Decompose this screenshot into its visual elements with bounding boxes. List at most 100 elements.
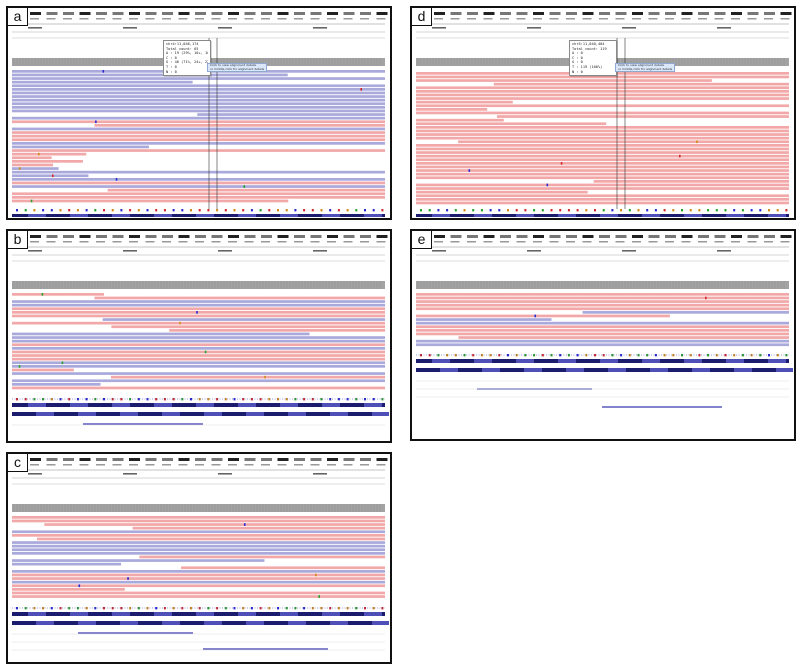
- mismatch-base: [78, 584, 81, 588]
- read: [12, 584, 385, 588]
- gene-exon: [432, 359, 450, 363]
- read: [110, 375, 385, 379]
- read: [12, 343, 385, 347]
- read: [416, 343, 789, 347]
- track-gene-name: [228, 18, 237, 20]
- gene-exon: [78, 621, 96, 625]
- track-gene-name: [566, 18, 575, 20]
- read: [36, 537, 385, 541]
- sequence-base: [741, 354, 744, 357]
- sequence-base: [24, 209, 27, 212]
- sequence-base: [277, 209, 279, 212]
- track-gene-name: [343, 241, 353, 243]
- gene-feature: [12, 412, 385, 416]
- track-gene-name: [450, 241, 460, 243]
- gene-exon: [364, 403, 382, 407]
- sequence-base: [50, 209, 53, 212]
- sequence-base: [646, 354, 649, 357]
- track-gene-block: [500, 12, 511, 15]
- read: [416, 158, 789, 162]
- track-gene-block: [343, 458, 355, 461]
- mismatch-base: [127, 577, 129, 580]
- read: [416, 151, 789, 154]
- track-gene-name: [483, 241, 493, 243]
- track-gene-name: [277, 241, 287, 243]
- track-gene-block: [310, 235, 322, 238]
- track-gene-block: [112, 235, 124, 238]
- read: [12, 109, 385, 113]
- track-gene-block: [698, 12, 709, 15]
- read: [12, 174, 89, 178]
- read: [12, 178, 385, 181]
- read: [416, 318, 552, 321]
- read: [12, 95, 385, 98]
- track-gene-block: [467, 12, 478, 15]
- gene-exon: [566, 368, 584, 372]
- read: [416, 187, 789, 190]
- ruler-tick-label: [527, 27, 541, 29]
- sequence-base: [768, 209, 770, 212]
- gene-exon: [28, 612, 46, 616]
- track-gene-name: [30, 241, 39, 243]
- track-gene-name: [533, 18, 542, 20]
- mismatch-base: [705, 296, 707, 300]
- track-gene-block: [162, 235, 173, 238]
- track-gene-block: [96, 12, 107, 15]
- ruler-tick-label: [432, 250, 446, 252]
- sequence-base: [285, 398, 288, 401]
- track-gene-block: [714, 235, 726, 238]
- gene-exon: [558, 359, 576, 363]
- sequence-base: [103, 607, 105, 610]
- track-gene-block: [665, 235, 676, 238]
- sequence-base: [268, 209, 271, 212]
- read: [12, 534, 385, 537]
- track-gene-block: [294, 458, 305, 461]
- track-gene-name: [195, 18, 204, 20]
- mismatch-base: [115, 178, 118, 181]
- read: [416, 194, 789, 198]
- gene-exon: [36, 621, 54, 625]
- gene-exon: [482, 368, 500, 372]
- track-gene-block: [599, 12, 610, 15]
- track-gene-name: [244, 464, 254, 466]
- gene-exon: [642, 214, 660, 217]
- read: [12, 170, 385, 174]
- sequence-base: [76, 209, 79, 212]
- track-gene-name: [228, 241, 237, 243]
- gene-exon: [154, 214, 172, 217]
- track-gene-name: [731, 18, 740, 20]
- track-gene-name: [310, 18, 320, 20]
- tip-line: Click to view alignment details: [210, 63, 257, 67]
- read: [12, 120, 385, 124]
- read: [12, 516, 385, 519]
- track-gene-name: [327, 241, 336, 243]
- read: [12, 541, 385, 544]
- sequence-base: [663, 209, 666, 212]
- track-gene-name: [632, 18, 641, 20]
- track-gene-name: [63, 464, 72, 466]
- read: [493, 82, 789, 86]
- track-gene-name: [698, 241, 707, 243]
- track-gene-name: [79, 18, 89, 20]
- track-gene-name: [376, 18, 386, 20]
- sequence-base: [489, 209, 492, 212]
- read: [132, 526, 385, 530]
- gene-exon: [768, 359, 786, 363]
- gene-exon: [238, 403, 256, 407]
- sequence-base: [285, 209, 288, 212]
- read: [416, 293, 789, 296]
- sequence-base: [637, 209, 640, 212]
- sequence-base: [628, 354, 631, 357]
- track-gene-block: [228, 235, 239, 238]
- gene-exon: [196, 612, 214, 616]
- sequence-base: [689, 354, 692, 357]
- read: [12, 88, 385, 91]
- sequence-base: [181, 209, 184, 212]
- sequence-base: [242, 209, 245, 212]
- tip-line: Click to view alignment details: [618, 63, 665, 67]
- sequence-base: [454, 209, 457, 212]
- read: [416, 129, 789, 133]
- track-gene-block: [648, 235, 660, 238]
- sequence-base: [454, 354, 457, 357]
- read: [416, 104, 789, 108]
